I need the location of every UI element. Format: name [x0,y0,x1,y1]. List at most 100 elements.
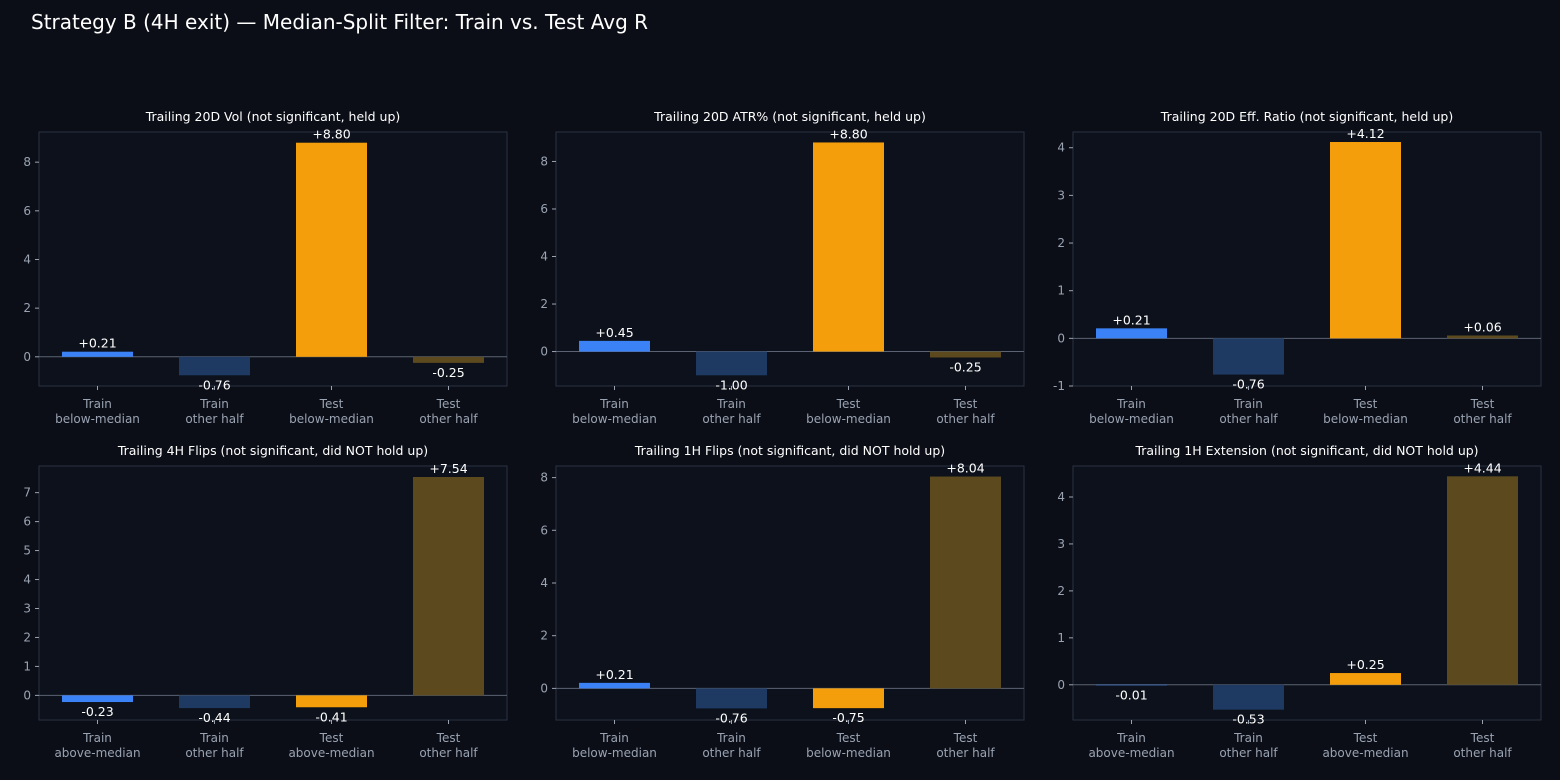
data-label: +4.12 [1346,126,1384,141]
x-tick-label: Train above-median [54,731,140,760]
x-tick-label: Train above-median [1088,731,1174,760]
x-tick-label: Test other half [419,731,478,760]
data-label: +0.21 [1112,312,1150,327]
y-tick-label: 4 [1057,490,1065,504]
data-label: +0.21 [595,667,633,682]
bar-3 [1330,673,1401,685]
data-label: +8.80 [312,127,350,142]
x-tick-label: Test below-median [806,397,891,426]
data-label: -1.00 [715,377,747,392]
y-tick-label: 3 [23,601,31,615]
bar-3 [1330,142,1401,339]
y-tick-label: 2 [1057,584,1065,598]
x-tick-label: Train other half [702,397,761,426]
data-label: -0.76 [1232,377,1264,392]
bar-1 [62,351,133,357]
bar-2 [179,356,250,376]
x-tick-label: Train below-median [1089,397,1174,426]
x-tick-label: Train other half [1219,731,1278,760]
y-tick-label: 0 [540,681,548,695]
bar-3 [813,688,884,709]
chart-panel-6: Trailing 1H Extension (not significant, … [1057,443,1542,760]
chart-panel-3: Trailing 20D Eff. Ratio (not significant… [1053,109,1542,426]
y-tick-label: 2 [23,630,31,644]
x-tick-label: Test below-median [289,397,374,426]
y-tick-label: 2 [540,629,548,643]
x-tick-label: Test above-median [288,731,374,760]
plot-area [1072,131,1542,387]
y-tick-label: 0 [540,345,548,359]
data-label: -0.76 [715,710,747,725]
data-label: +8.04 [946,461,984,476]
bar-1 [62,695,133,703]
data-label: +0.25 [1346,657,1384,672]
x-tick-label: Train other half [185,731,244,760]
y-tick-label: 5 [23,544,31,558]
y-tick-label: 4 [540,250,548,264]
panel-title: Trailing 1H Extension (not significant, … [1134,443,1478,458]
y-tick-label: 8 [540,471,548,485]
data-label: +0.06 [1463,319,1501,334]
panel-title: Trailing 1H Flips (not significant, did … [634,443,945,458]
x-tick-label: Test other half [1453,731,1512,760]
bar-4 [930,351,1001,358]
x-tick-label: Train below-median [572,397,657,426]
bar-1 [579,682,650,689]
x-tick-label: Test other half [419,397,478,426]
y-tick-label: 0 [1057,331,1065,345]
panel-title: Trailing 20D Eff. Ratio (not significant… [1160,109,1453,124]
data-label: +7.54 [429,461,467,476]
data-label: -0.53 [1232,712,1264,727]
y-tick-label: 4 [540,576,548,590]
y-tick-label: 4 [23,252,31,266]
bar-2 [1213,684,1284,710]
data-label: -0.23 [81,704,113,719]
bar-2 [179,695,250,709]
y-tick-label: 6 [23,515,31,529]
bar-1 [1096,328,1167,339]
x-tick-label: Train below-median [572,731,657,760]
plot-area [38,131,508,387]
y-tick-label: 7 [23,486,31,500]
y-tick-label: 8 [23,155,31,169]
y-tick-label: 0 [23,688,31,702]
x-tick-label: Train other half [185,397,244,426]
panel-title: Trailing 4H Flips (not significant, did … [117,443,428,458]
y-tick-label: 2 [540,297,548,311]
y-tick-label: 8 [540,154,548,168]
bar-3 [813,142,884,352]
x-tick-label: Test below-median [806,731,891,760]
chart-panel-1: Trailing 20D Vol (not significant, held … [23,109,508,426]
bar-4 [413,356,484,363]
y-tick-label: 0 [1057,678,1065,692]
data-label: -0.44 [198,710,230,725]
chart-panel-5: Trailing 1H Flips (not significant, did … [540,443,1025,760]
bar-4 [1447,476,1518,685]
data-label: -0.75 [832,710,864,725]
y-tick-label: 4 [1057,141,1065,155]
bar-1 [1096,684,1167,686]
y-tick-label: 1 [1057,631,1065,645]
data-label: -0.41 [315,709,347,724]
bar-2 [696,351,767,376]
bar-4 [413,477,484,696]
y-tick-label: -1 [1053,379,1065,393]
y-tick-label: 6 [540,202,548,216]
data-label: +8.80 [829,126,867,141]
chart-panel-4: Trailing 4H Flips (not significant, did … [23,443,508,760]
y-tick-label: 2 [23,301,31,315]
panel-title: Trailing 20D ATR% (not significant, held… [653,109,926,124]
y-tick-label: 6 [23,204,31,218]
data-label: +0.21 [78,336,116,351]
data-label: +0.45 [595,325,633,340]
data-label: +4.44 [1463,460,1501,475]
data-label: -0.25 [432,365,464,380]
data-label: -0.01 [1115,687,1147,702]
data-label: -0.76 [198,377,230,392]
chart-panel-2: Trailing 20D ATR% (not significant, held… [540,109,1025,426]
data-label: -0.25 [949,359,981,374]
x-tick-label: Train below-median [55,397,140,426]
x-tick-label: Test below-median [1323,397,1408,426]
y-tick-label: 0 [23,350,31,364]
